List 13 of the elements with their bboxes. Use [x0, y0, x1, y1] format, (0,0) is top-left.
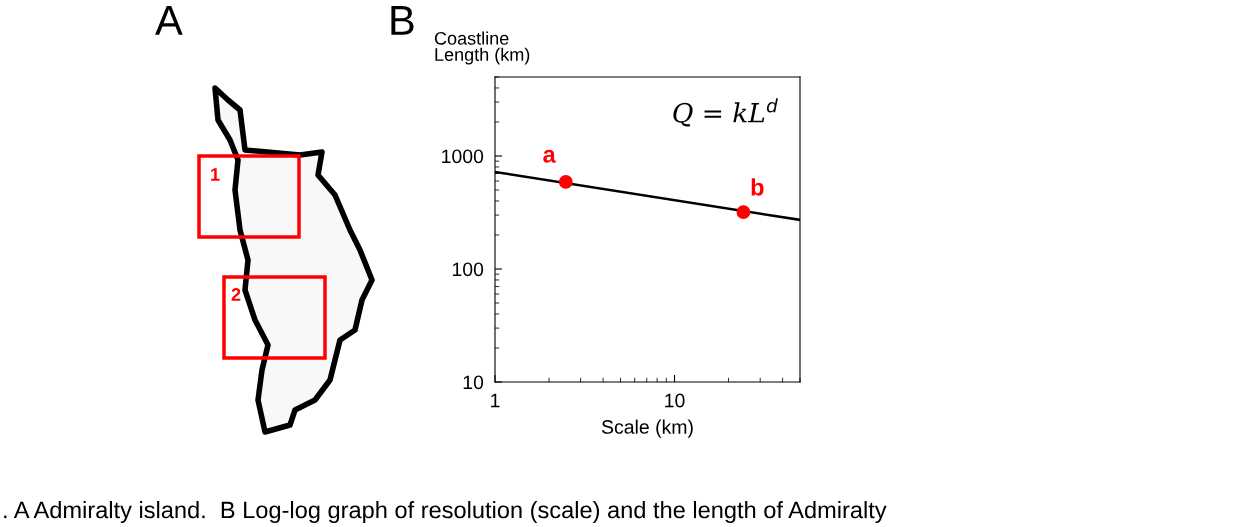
text: 1	[211, 168, 220, 181]
text: 2	[231, 288, 241, 301]
y-tick-label: 100	[452, 262, 484, 277]
y-tick-label: 10	[463, 375, 484, 390]
text: . A Admiralty island. B Log-log graph of resolution (scale) and the length of Admiralty	[4, 500, 887, 524]
chart-title: B	[391, 6, 414, 35]
annotation: Q = kL$^{d}$	[673, 98, 778, 127]
y-tick-label: 1000	[442, 149, 484, 164]
text: A	[155, 6, 183, 35]
annotation: a	[543, 149, 556, 163]
x-axis-title: Scale (km)	[601, 419, 693, 438]
annotation: b	[751, 178, 764, 196]
y-axis-title: Coastline Length (km)	[434, 31, 530, 65]
